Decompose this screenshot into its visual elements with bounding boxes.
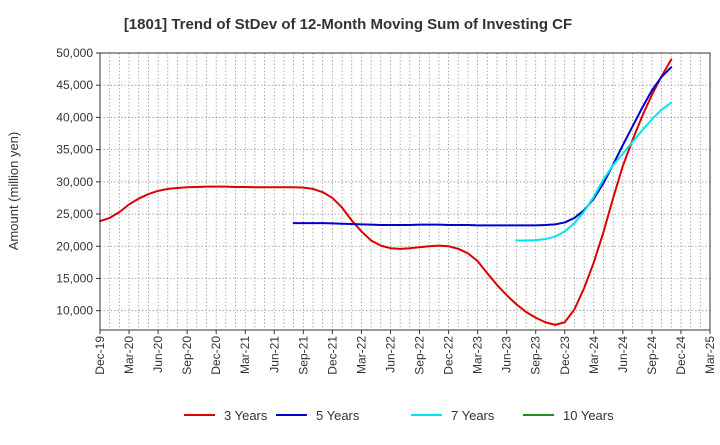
y-tick-label: 50,000 (56, 46, 93, 60)
x-tick-label: Mar-21 (238, 336, 252, 374)
series-line-5-years (292, 66, 673, 227)
y-tick-label: 25,000 (56, 207, 93, 221)
x-tick-label: Jun-21 (267, 336, 281, 373)
x-tick-label: Sep-22 (413, 336, 427, 375)
y-tick-label: 20,000 (56, 239, 93, 253)
y-axis-ticks: 10,000 15,000 20,000 25,000 30,000 35,000 40,0… (56, 46, 100, 318)
x-tick-label: Dec-19 (93, 336, 107, 375)
legend-label-5-years: 5 Years (316, 408, 360, 423)
x-tick-label: Jun-22 (383, 336, 397, 373)
x-tick-label: Sep-23 (529, 336, 543, 375)
x-tick-label: Jun-24 (616, 336, 630, 373)
x-tick-label: Mar-20 (122, 336, 136, 374)
y-tick-label: 35,000 (56, 143, 93, 157)
x-tick-label: Sep-21 (296, 336, 310, 375)
x-tick-label: Dec-21 (325, 336, 339, 375)
x-axis-ticks: Dec-19 Mar-20 Jun-20 Sep-20 Dec-20 Mar-21 Jun-… (93, 330, 717, 375)
x-tick-label: Sep-20 (180, 336, 194, 375)
y-tick-label: 30,000 (56, 175, 93, 189)
legend-label-10-years: 10 Years (563, 408, 614, 423)
y-tick-label: 15,000 (56, 271, 93, 285)
y-tick-label: 10,000 (56, 304, 93, 318)
x-tick-label: Dec-24 (674, 336, 688, 375)
legend-label-7-years: 7 Years (451, 408, 495, 423)
x-tick-label: Jun-23 (500, 336, 514, 373)
chart-title: [1801] Trend of StDev of 12-Month Moving… (124, 16, 572, 33)
grid-lines (100, 52, 710, 330)
y-tick-label: 45,000 (56, 78, 93, 92)
x-tick-label: Mar-25 (703, 336, 717, 374)
plot-area-frame (99, 52, 711, 331)
x-tick-label: Mar-24 (587, 336, 601, 374)
x-tick-label: Sep-24 (645, 336, 659, 375)
x-tick-label: Dec-23 (558, 336, 572, 375)
legend: 3 Years 5 Years 7 Years 10 Years (184, 408, 614, 423)
x-tick-label: Mar-23 (471, 336, 485, 374)
x-tick-label: Dec-22 (442, 336, 456, 375)
series-lines (99, 58, 673, 326)
x-tick-label: Mar-22 (354, 336, 368, 374)
legend-label-3-years: 3 Years (224, 408, 268, 423)
x-tick-label: Dec-20 (209, 336, 223, 375)
series-line-7-years (515, 101, 673, 242)
y-tick-label: 40,000 (56, 110, 93, 124)
x-tick-label: Jun-20 (151, 336, 165, 373)
y-axis-label: Amount (million yen) (6, 132, 21, 251)
series-line-3-years (99, 58, 673, 326)
